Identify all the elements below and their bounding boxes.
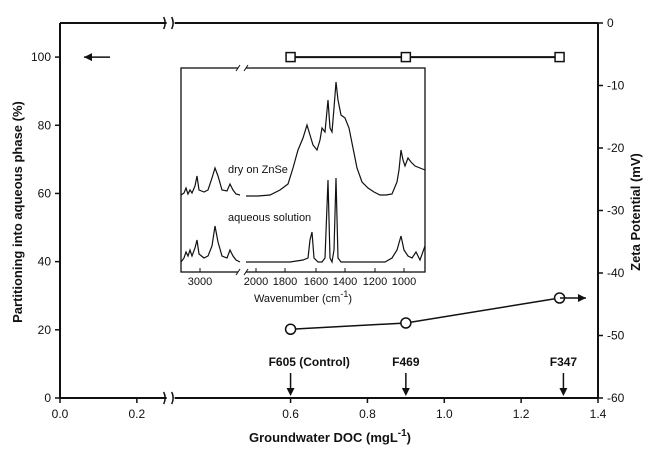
series-1-point <box>284 323 297 335</box>
inset-curve-label-dry: dry on ZnSe <box>228 164 288 176</box>
inset-break-mark <box>243 268 249 276</box>
y-left-tick-label: 100 <box>31 50 51 64</box>
axis-ticks: 0.0 0.2 0.6 0.8 1.0 1.2 1.40204060801000-10-20… <box>31 16 625 421</box>
left-axis-indicator-arrowhead <box>84 53 92 62</box>
axis-break-mark <box>162 391 166 405</box>
inset-x-axis-title-suffix: ) <box>348 293 352 305</box>
inset-break-gap <box>238 64 246 72</box>
x-axis-title-main: Groundwater DOC (mgL <box>249 430 398 445</box>
x-axis-title: Groundwater DOC (mgL-1) <box>249 428 411 445</box>
series-1-point <box>400 317 412 329</box>
series-0-point <box>554 51 565 63</box>
inset-x-axis-title: Wavenumber (cm-1) <box>254 289 352 305</box>
x-tick-label: 1.4 <box>590 407 607 421</box>
annotation-label: F605 (Control) <box>269 355 350 369</box>
inset-tick-label: 2000 <box>244 276 268 288</box>
annotation-label: F469 <box>392 355 420 369</box>
x-tick-label: 1.0 <box>436 407 453 421</box>
series-0-point <box>285 51 296 63</box>
y-axis-left-title: Partitioning into aqueous phase (%) <box>10 101 25 323</box>
x-tick-label: 0.2 <box>129 407 146 421</box>
y-left-tick-label: 0 <box>44 391 51 405</box>
y-right-tick-label: -50 <box>607 329 625 343</box>
y-right-tick-label: -30 <box>607 204 625 218</box>
y-right-tick-label: -60 <box>607 391 625 405</box>
inset-x-axis-title-sup: -1 <box>340 289 348 299</box>
y-right-tick-label: -10 <box>607 79 625 93</box>
inset-trace-aqueous <box>180 177 426 264</box>
x-axis-title-suffix: ) <box>407 430 411 445</box>
right-axis-indicator-arrowhead <box>578 294 586 302</box>
inset-tick-label: 1600 <box>304 276 328 288</box>
inset-break-mark <box>235 64 241 72</box>
axis-break-mark <box>170 16 174 30</box>
inset-tick-label: 1200 <box>363 276 387 288</box>
inset-break-mark <box>235 268 241 276</box>
x-axis-title-sup: -1 <box>398 428 407 439</box>
axis-break-mark <box>170 391 174 405</box>
y-right-tick-label: -20 <box>607 141 625 155</box>
y-right-tick-label: 0 <box>607 16 614 30</box>
inset-tick-label: 1800 <box>273 276 297 288</box>
annotation-layer: F605 (Control) F469 F347 <box>269 355 578 396</box>
x-tick-label: 0.6 <box>282 407 299 421</box>
inset-trace-dry <box>180 81 426 197</box>
annotation-label: F347 <box>550 355 578 369</box>
series-0-point <box>400 51 412 63</box>
y-left-tick-label: 20 <box>38 323 52 337</box>
y-right-tick-label: -40 <box>607 266 625 280</box>
series-layer <box>84 51 586 335</box>
inset-break-mark <box>243 64 249 72</box>
inset-tick-label: 1000 <box>392 276 416 288</box>
inset-tick-label: 1400 <box>333 276 357 288</box>
inset-tick-label: 3000 <box>188 276 212 288</box>
annotation-arrowhead <box>401 388 410 396</box>
y-left-tick-label: 60 <box>38 186 52 200</box>
x-tick-label: 1.2 <box>513 407 530 421</box>
inset-frame <box>180 67 426 273</box>
annotation-arrowhead <box>559 388 568 396</box>
y-left-tick-label: 40 <box>38 255 52 269</box>
inset-x-axis-title-main: Wavenumber (cm <box>254 293 340 305</box>
annotation-arrowhead <box>286 388 295 396</box>
y-left-tick-label: 80 <box>38 118 52 132</box>
x-tick-label: 0.0 <box>52 407 69 421</box>
x-tick-label: 0.8 <box>359 407 376 421</box>
y-axis-right-title: Zeta Potential (mV) <box>628 153 643 271</box>
inset-spectrum: 3000 2000 1800 1600 1400 1200 1000 Wavenumber (… <box>180 64 426 305</box>
inset-curve-label-aqueous: aqueous solution <box>228 212 311 224</box>
inset-break-gap <box>238 268 246 276</box>
axis-break-mark <box>162 16 166 30</box>
